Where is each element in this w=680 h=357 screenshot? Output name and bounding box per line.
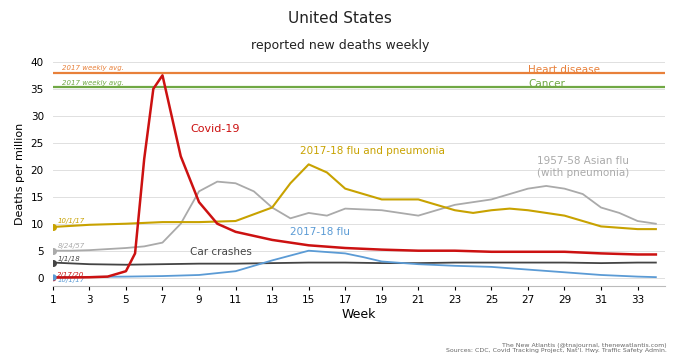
Text: 8/24/57: 8/24/57 bbox=[57, 243, 84, 250]
Text: Car crashes: Car crashes bbox=[190, 247, 252, 257]
Text: 1/1/18: 1/1/18 bbox=[57, 256, 80, 262]
Text: Covid-19: Covid-19 bbox=[190, 124, 239, 134]
Text: 2017-18 flu and pneumonia: 2017-18 flu and pneumonia bbox=[299, 146, 445, 156]
Text: The New Atlantis (@tnajournal, thenewatlantis.com)
Sources: CDC, Covid Tracking : The New Atlantis (@tnajournal, thenewatl… bbox=[445, 343, 666, 353]
Text: Cancer: Cancer bbox=[528, 79, 565, 89]
Text: 10/1/17: 10/1/17 bbox=[57, 277, 84, 283]
Text: 1957-58 Asian flu
(with pneumonia): 1957-58 Asian flu (with pneumonia) bbox=[537, 156, 629, 178]
Y-axis label: Deaths per million: Deaths per million bbox=[15, 123, 25, 225]
Text: reported new deaths weekly: reported new deaths weekly bbox=[251, 39, 429, 52]
X-axis label: Week: Week bbox=[342, 308, 376, 321]
Text: 2017 weekly avg.: 2017 weekly avg. bbox=[62, 80, 124, 86]
Text: 2017-18 flu: 2017-18 flu bbox=[290, 227, 350, 237]
Text: 10/1/17: 10/1/17 bbox=[57, 218, 84, 224]
Text: 2/17/20: 2/17/20 bbox=[57, 272, 84, 278]
Text: United States: United States bbox=[288, 11, 392, 26]
Text: 2017 weekly avg.: 2017 weekly avg. bbox=[62, 65, 124, 71]
Text: Heart disease: Heart disease bbox=[528, 65, 600, 75]
